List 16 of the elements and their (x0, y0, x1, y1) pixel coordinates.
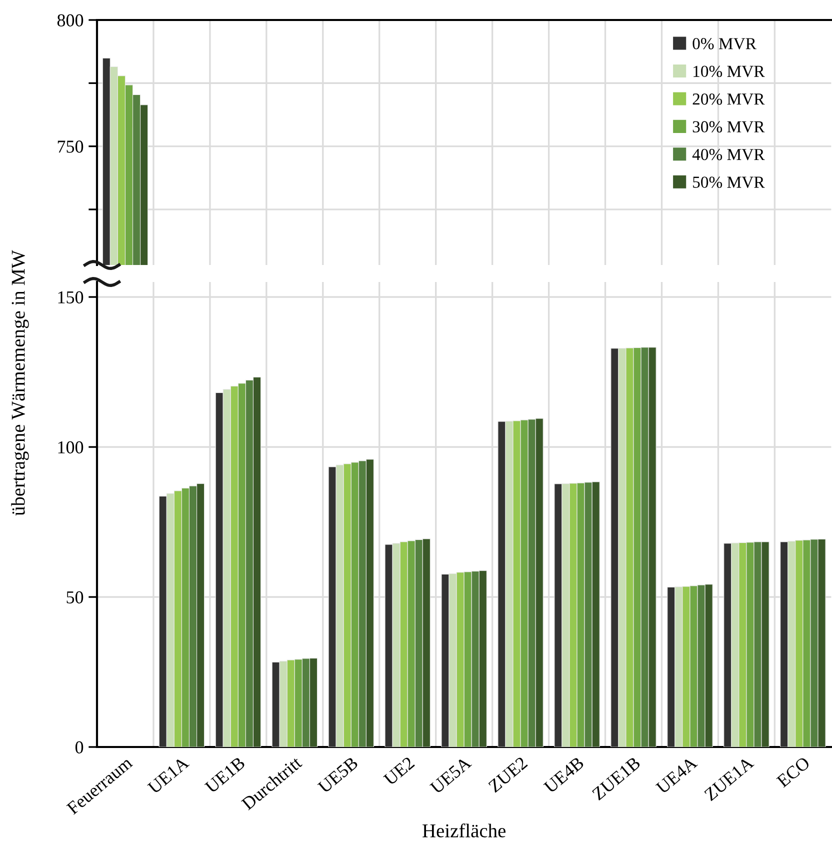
y-tick-label: 50 (66, 591, 84, 604)
x-tick-label: ECO (776, 756, 811, 788)
y-tick-label: 750 (58, 140, 84, 153)
y-tick-label: 100 (58, 441, 84, 454)
y-tick-label: 0 (75, 741, 84, 754)
y-axis-title: übertragene Wärmemenge in MW (11, 250, 29, 516)
legend-label: 20% MVR (692, 93, 765, 105)
legend-label: 30% MVR (692, 121, 765, 133)
y-tick-label: 800 (57, 14, 84, 26)
x-axis-title: Heizfläche (422, 824, 506, 838)
legend-label: 10% MVR (694, 66, 765, 78)
x-tick-label: UE2 (382, 756, 416, 786)
legend-label: 0% MVR (692, 38, 756, 50)
legend-label: 50% MVR (693, 176, 765, 188)
legend-label: 40% MVR (692, 148, 765, 160)
y-tick-label: 150 (58, 291, 84, 304)
